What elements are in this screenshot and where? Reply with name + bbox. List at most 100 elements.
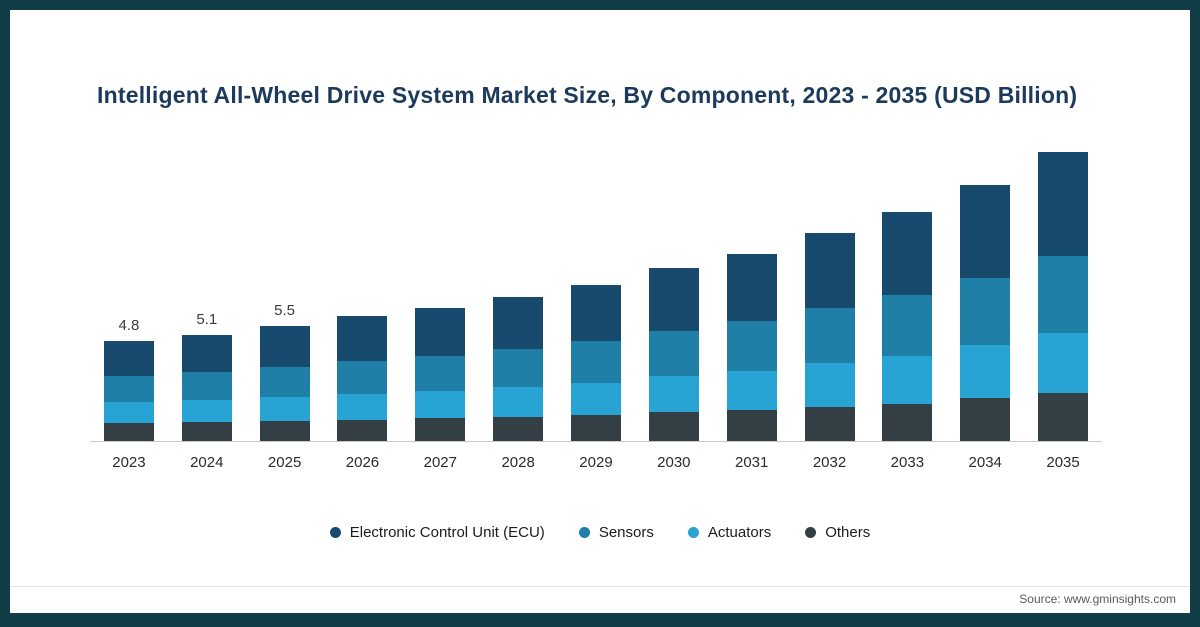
legend-item: Electronic Control Unit (ECU) [329, 524, 545, 541]
bar-segment [415, 418, 466, 441]
bar-segment [648, 268, 699, 331]
bar-segment [726, 409, 777, 441]
bar-segment [103, 402, 154, 424]
x-axis-label: 2025 [267, 454, 302, 471]
x-axis-label: 2023 [112, 454, 146, 471]
bar-segment [960, 277, 1011, 346]
bar-segment [804, 232, 855, 308]
chart-title: Intelligent All-Wheel Drive System Marke… [97, 82, 1078, 108]
bar-segment [181, 372, 232, 401]
bar-total-label: 5.5 [274, 302, 296, 320]
bar-segment [259, 367, 310, 398]
x-axis-label: 2032 [812, 454, 847, 471]
bar-2032 [804, 232, 855, 441]
bar-segment [804, 362, 855, 407]
x-axis-label: 2027 [423, 454, 457, 471]
bar-segment [570, 414, 621, 441]
bar-2027 [415, 307, 466, 441]
x-axis-label: 2035 [1046, 454, 1080, 471]
bar-segment [570, 341, 621, 383]
bar-segment [259, 326, 310, 368]
bar-segment [493, 386, 544, 418]
bar-segment [493, 297, 544, 350]
bar-total-label: 5.1 [196, 310, 218, 328]
x-axis-label: 2031 [734, 454, 769, 471]
bar-segment [1038, 393, 1089, 441]
bar-segment [882, 211, 933, 296]
bar-segment [103, 376, 154, 403]
bar-segment [726, 253, 777, 322]
bar-2023: 4.8 [103, 317, 154, 441]
x-axis-label: 2028 [501, 454, 535, 471]
bar-segment [259, 421, 310, 441]
bar-segment [570, 284, 621, 342]
bar-segment [103, 341, 154, 377]
bar-segment [259, 397, 310, 422]
bar-2031 [726, 253, 777, 441]
bar-segment [726, 371, 777, 410]
bar-segment [960, 345, 1011, 399]
bar-2035 [1038, 151, 1089, 441]
legend-label: Sensors [598, 524, 654, 541]
legend-label: Electronic Control Unit (ECU) [349, 524, 545, 541]
legend-dot-icon [329, 527, 341, 538]
plot-area: 4.8 5.1 5.5 [90, 140, 1102, 442]
bar-segment [882, 355, 933, 404]
bar-2029 [570, 284, 621, 441]
legend: Electronic Control Unit (ECU) Sensors Actu… [10, 524, 1190, 541]
bar-segment [648, 411, 699, 441]
bar-segment [1038, 255, 1089, 333]
bar-2024: 5.1 [181, 311, 232, 441]
bar-2034 [960, 184, 1011, 441]
bar-2026 [337, 316, 388, 441]
bar-segment [960, 398, 1011, 441]
x-axis-label: 2026 [345, 454, 380, 471]
bar-2033 [882, 211, 933, 441]
bar-2025: 5.5 [259, 302, 310, 441]
legend-item: Sensors [578, 524, 654, 541]
x-axis-label: 2030 [657, 454, 691, 471]
x-axis-label: 2024 [190, 454, 224, 471]
x-axis-labels: 2023 2024 2025 2026 2027 2028 2029 2030 2031 2032… [90, 454, 1102, 471]
x-axis-label: 2029 [579, 454, 613, 471]
bar-2028 [493, 297, 544, 441]
stacked-bar-chart: 4.8 5.1 5.5 2023 2024 2025 2026 2027 2028 2029 20… [90, 140, 1102, 471]
legend-dot-icon [805, 527, 817, 538]
bar-segment [882, 403, 933, 441]
bar-segment [181, 400, 232, 423]
legend-item: Actuators [687, 524, 772, 541]
bar-segment [415, 307, 466, 356]
bar-segment [1038, 332, 1089, 394]
bar-segment [570, 382, 621, 415]
bar-segment [1038, 151, 1089, 256]
legend-label: Actuators [707, 524, 772, 541]
bar-segment [337, 360, 388, 395]
legend-dot-icon [578, 527, 590, 538]
bar-total-label: 4.8 [118, 317, 140, 335]
x-axis-label: 2033 [890, 454, 925, 471]
bar-segment [181, 422, 232, 441]
bar-segment [804, 406, 855, 441]
bar-segment [726, 321, 777, 372]
bar-segment [415, 391, 466, 419]
bar-segment [493, 349, 544, 387]
bar-segment [337, 316, 388, 361]
bar-segment [882, 295, 933, 356]
legend-label: Others [825, 524, 871, 541]
bar-segment [648, 376, 699, 412]
bar-2030 [648, 268, 699, 441]
legend-dot-icon [687, 527, 699, 538]
bar-segment [337, 420, 388, 441]
bar-segment [804, 307, 855, 363]
bar-segment [337, 394, 388, 421]
footer-divider [10, 586, 1190, 587]
bar-segment [960, 184, 1011, 278]
bar-segment [493, 417, 544, 441]
x-axis-label: 2034 [968, 454, 1002, 471]
bar-segment [648, 330, 699, 377]
bar-segment [181, 334, 232, 373]
bar-segment [415, 355, 466, 392]
source-text: Source: www.gminsights.com [1019, 592, 1176, 606]
bar-segment [103, 423, 154, 441]
